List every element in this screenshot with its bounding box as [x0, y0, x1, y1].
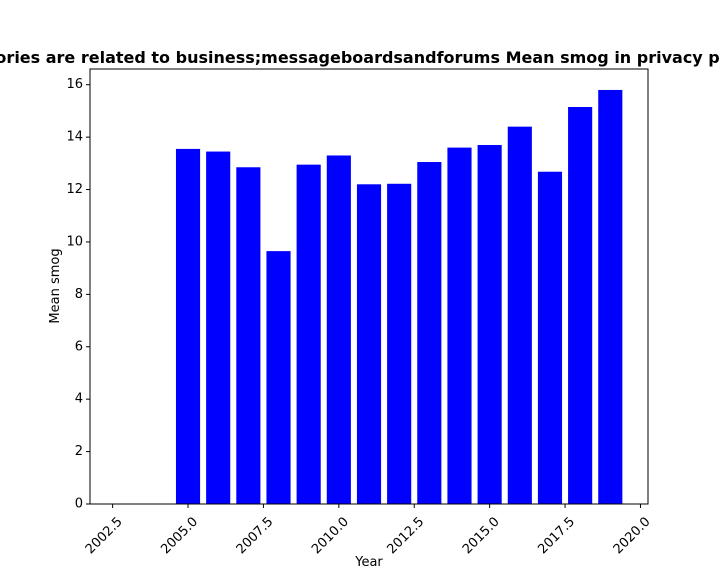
bar-2011	[356, 184, 382, 505]
bar-2015	[477, 144, 502, 505]
x-tick-label: 2012.5	[385, 514, 428, 557]
y-axis-label: Mean smog	[48, 248, 63, 323]
y-tick-label: 10	[66, 234, 83, 249]
bar-2014	[447, 147, 472, 505]
x-tick-label: 2017.5	[535, 514, 578, 557]
bar-2012	[387, 183, 412, 504]
bar-2008	[266, 251, 291, 504]
bar-2005	[175, 148, 201, 505]
x-tick-label: 2010.0	[309, 514, 352, 557]
y-tick-label: 2	[75, 444, 83, 459]
bar-2010	[326, 155, 351, 505]
y-tick-label: 6	[75, 339, 83, 354]
x-axis-ticks: 2002.5 2005.0 2007.5 2010.0 2012.5 2015.0 2017…	[83, 504, 654, 557]
y-axis-ticks: 0 2 4 6 8 10 12 14 16	[66, 77, 90, 512]
y-tick-label: 0	[75, 497, 83, 512]
bar-group	[175, 89, 623, 505]
bar-2018	[568, 107, 593, 504]
y-tick-label: 4	[75, 392, 83, 407]
x-axis-label: Year	[354, 555, 383, 570]
x-tick-label: 2005.0	[158, 514, 201, 557]
bar-2016	[507, 126, 532, 505]
plot-frame	[89, 68, 649, 505]
y-tick-label: 16	[66, 77, 83, 92]
bar-2017	[537, 171, 563, 504]
bar-2007	[236, 167, 261, 504]
bar-2013	[417, 162, 442, 504]
x-tick-label: 2007.5	[234, 514, 277, 557]
bar-2019	[598, 89, 623, 505]
y-tick-label: 8	[75, 287, 83, 302]
x-tick-label: 2020.0	[611, 514, 654, 557]
x-tick-label: 2015.0	[460, 514, 503, 557]
y-tick-label: 14	[66, 130, 83, 145]
bar-2009	[296, 164, 321, 504]
x-tick-label: 2002.5	[83, 514, 126, 557]
y-tick-label: 12	[66, 182, 83, 197]
chart-title: Categories are related to business;messa…	[0, 48, 720, 67]
bar-2006	[206, 151, 231, 505]
